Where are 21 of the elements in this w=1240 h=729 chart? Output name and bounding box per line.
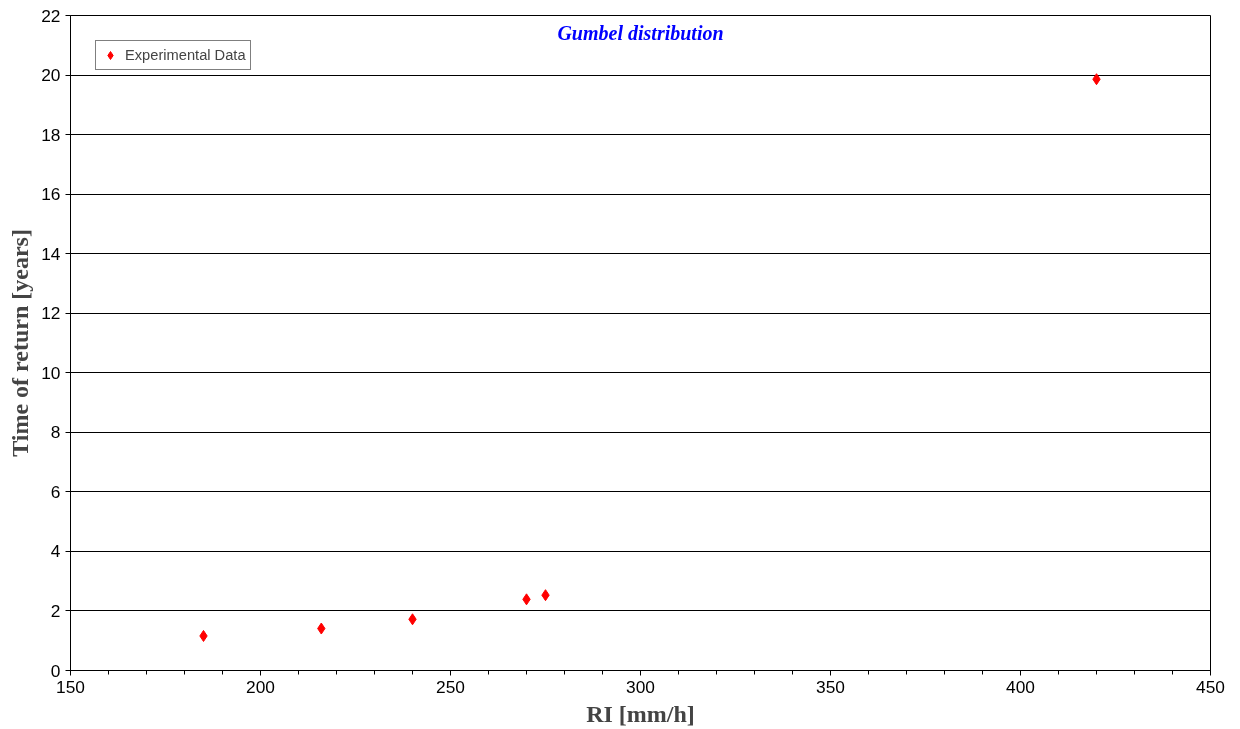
y-tick-label: 2 <box>50 600 61 621</box>
y-tick-label: 8 <box>50 422 61 443</box>
y-tick-label: 20 <box>41 65 61 86</box>
y-tick-label: 6 <box>50 481 61 502</box>
y-axis-title: Time of return [years] <box>7 229 34 457</box>
y-tick-label: 14 <box>41 243 61 264</box>
y-tick-label: 10 <box>41 362 61 383</box>
x-tick-label: 200 <box>246 676 275 697</box>
y-tick-label: 18 <box>41 124 61 145</box>
x-tick-label: 400 <box>1006 676 1035 697</box>
x-tick-label: 300 <box>626 676 655 697</box>
x-tick-label: 450 <box>1196 676 1225 697</box>
y-tick-label: 16 <box>41 184 61 205</box>
chart-title: Gumbel distribution <box>557 22 724 45</box>
x-axis-title: RI [mm/h] <box>586 700 695 727</box>
y-tick-label: 22 <box>41 5 61 26</box>
legend-label: Experimental Data <box>125 47 246 63</box>
x-tick-label: 250 <box>436 676 465 697</box>
y-tick-label: 4 <box>50 541 61 562</box>
y-tick-label: 12 <box>41 303 61 324</box>
x-tick-label: 350 <box>816 676 845 697</box>
